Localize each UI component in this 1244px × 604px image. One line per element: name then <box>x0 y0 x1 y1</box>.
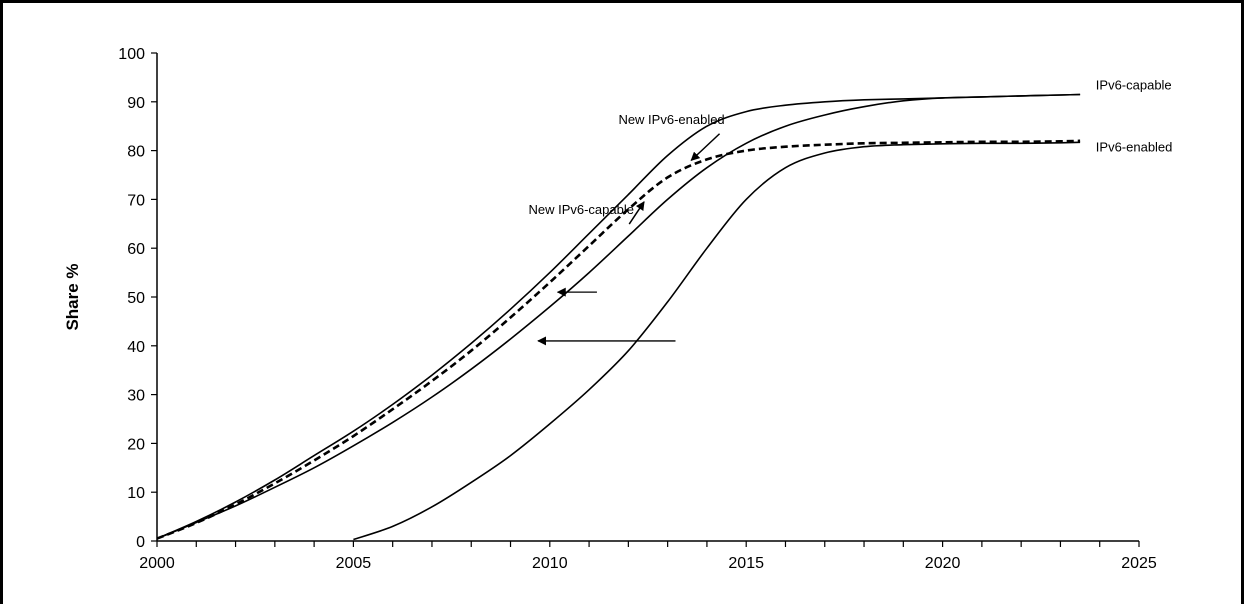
series-line-ipv6-enabled <box>353 141 1081 541</box>
y-tick-label: 70 <box>127 192 145 209</box>
annotation-ipv6-capable: IPv6-capable <box>1096 78 1172 93</box>
series-layer <box>156 93 1081 541</box>
axes <box>156 53 1139 542</box>
x-tick-label: 2015 <box>728 555 764 572</box>
y-tick-label: 80 <box>127 144 145 161</box>
y-axis-ticks: 0 10 20 30 40 50 60 70 80 90 100 <box>118 46 157 551</box>
series-line-new-ipv6-enabled <box>156 139 1081 540</box>
y-tick-label: 60 <box>127 241 145 258</box>
y-tick-label: 0 <box>136 534 145 551</box>
annotation-arrow <box>628 201 645 225</box>
annotation-new-ipv6-enabled: New IPv6-enabled <box>618 112 724 127</box>
y-tick-label: 90 <box>127 95 145 112</box>
annotation-arrow <box>690 133 721 161</box>
y-tick-label: 10 <box>127 485 145 502</box>
series-line-ipv6-capable <box>156 93 1081 540</box>
y-tick-label: 40 <box>127 339 145 356</box>
arrow-layer <box>537 287 676 346</box>
annotation-ipv6-enabled: IPv6-enabled <box>1096 140 1173 155</box>
x-tick-label: 2025 <box>1121 555 1157 572</box>
y-tick-label: 100 <box>118 46 145 63</box>
x-tick-label: 2005 <box>336 555 372 572</box>
y-tick-label: 30 <box>127 388 145 405</box>
x-tick-label: 2020 <box>925 555 961 572</box>
series-line-new-ipv6-capable <box>156 93 1081 540</box>
annotation-new-ipv6-capable: New IPv6-capable <box>528 202 634 217</box>
annotation-layer: New IPv6-capable New IPv6-enabled IPv6-cap… <box>528 78 1173 225</box>
y-axis-label: Share % <box>63 263 82 330</box>
x-axis-ticks: 2000 2005 2010 2015 2020 2025 <box>139 541 1157 572</box>
y-tick-label: 50 <box>127 290 145 307</box>
x-tick-label: 2010 <box>532 555 568 572</box>
x-tick-label: 2000 <box>139 555 175 572</box>
y-tick-label: 20 <box>127 436 145 453</box>
